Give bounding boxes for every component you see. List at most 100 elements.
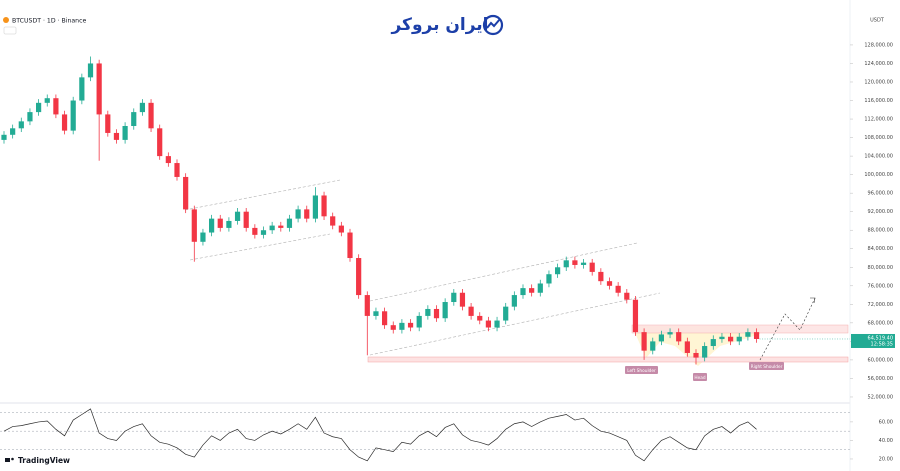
candle-body bbox=[693, 352, 699, 358]
neckline-zone bbox=[631, 324, 849, 334]
candle-body bbox=[373, 311, 379, 316]
candle-body bbox=[1, 134, 7, 140]
candle-body bbox=[356, 258, 362, 296]
candle-body bbox=[304, 209, 310, 219]
y-tick-label: 20.00 bbox=[879, 456, 893, 462]
candle-body bbox=[18, 121, 24, 129]
tradingview-logo: TradingView bbox=[5, 456, 70, 465]
channel-line bbox=[189, 233, 331, 261]
y-tick-label: 60,000.00 bbox=[868, 357, 893, 363]
candle-body bbox=[589, 262, 595, 272]
candle-body bbox=[165, 156, 171, 164]
candle-body bbox=[572, 260, 578, 265]
candle-body bbox=[459, 292, 466, 307]
candle-body bbox=[70, 100, 76, 131]
last-price-label: 64,519.40 bbox=[868, 335, 893, 341]
candle-body bbox=[312, 195, 318, 219]
candle-body bbox=[632, 299, 639, 333]
candle-body bbox=[295, 209, 301, 219]
header-button[interactable] bbox=[3, 26, 17, 35]
y-tick-label: 100,000.00 bbox=[864, 172, 893, 178]
candle-body bbox=[61, 114, 68, 131]
candle-body bbox=[477, 315, 483, 321]
channel-line bbox=[184, 179, 341, 211]
candle-body bbox=[728, 336, 734, 342]
candle-body bbox=[347, 232, 353, 259]
candle-body bbox=[494, 320, 500, 328]
candle-body bbox=[217, 218, 223, 228]
candle-body bbox=[676, 332, 682, 342]
y-tick-label: 104,000.00 bbox=[864, 154, 893, 160]
candle-body bbox=[529, 288, 535, 293]
annotation-box bbox=[693, 373, 707, 381]
candle-body bbox=[226, 220, 232, 228]
y-tick-label: 120,000.00 bbox=[864, 79, 893, 85]
candle-body bbox=[745, 332, 751, 337]
candle-body bbox=[174, 163, 180, 177]
candle-body bbox=[79, 77, 85, 101]
candle-body bbox=[606, 281, 613, 286]
candle-body bbox=[433, 308, 440, 319]
candle-body bbox=[624, 292, 630, 300]
candle-body bbox=[537, 283, 543, 293]
candle-body bbox=[736, 336, 742, 342]
candle-body bbox=[183, 176, 189, 210]
y-tick-label: 76,000.00 bbox=[868, 283, 893, 289]
candle-body bbox=[407, 322, 414, 328]
y-tick-label: 68,000.00 bbox=[868, 320, 893, 326]
candle-body bbox=[338, 225, 344, 233]
candle-body bbox=[702, 346, 708, 358]
candle-body bbox=[200, 232, 206, 242]
candle-body bbox=[10, 128, 16, 135]
candle-body bbox=[641, 332, 647, 351]
candle-body bbox=[53, 98, 59, 115]
candle-body bbox=[243, 211, 249, 228]
candle-body bbox=[131, 112, 137, 126]
candle-body bbox=[710, 339, 716, 347]
brand-text: ایران بروکر bbox=[390, 15, 488, 35]
candle-body bbox=[382, 311, 388, 326]
logo-mark bbox=[5, 458, 10, 462]
currency-label[interactable]: USDT bbox=[870, 18, 885, 24]
countdown-label: 12:58:35 bbox=[871, 341, 893, 347]
candle-body bbox=[191, 209, 197, 242]
y-tick-label: 116,000.00 bbox=[864, 98, 893, 104]
annotation-box bbox=[749, 362, 784, 370]
candle-body bbox=[416, 315, 422, 328]
candle-body bbox=[139, 102, 145, 113]
candle-body bbox=[286, 218, 293, 228]
candle-body bbox=[468, 306, 474, 316]
candle-body bbox=[684, 341, 690, 353]
candle-body bbox=[563, 260, 569, 268]
annotation-label: Left Shoulder bbox=[627, 368, 656, 374]
y-tick-label: 84,000.00 bbox=[868, 246, 893, 252]
candle-body bbox=[580, 262, 587, 265]
candle-body bbox=[278, 225, 284, 228]
candle-body bbox=[27, 112, 33, 122]
symbol-title[interactable]: BTCUSDT · 1D · Binance bbox=[12, 18, 86, 25]
brand-logo: ایران بروکر bbox=[390, 14, 504, 36]
candle-body bbox=[44, 98, 50, 103]
candle-body bbox=[209, 218, 215, 233]
candle-body bbox=[122, 125, 128, 140]
candle-body bbox=[157, 128, 163, 157]
y-tick-label: 96,000.00 bbox=[868, 191, 893, 197]
candle-body bbox=[364, 295, 370, 316]
candle-body bbox=[485, 320, 491, 328]
logo-mark bbox=[11, 457, 14, 461]
projection-arrow bbox=[810, 297, 816, 304]
candle-body bbox=[399, 322, 405, 330]
y-tick-label: 108,000.00 bbox=[864, 135, 893, 141]
candle-body bbox=[546, 274, 552, 284]
candle-body bbox=[442, 302, 448, 319]
logo-arrow bbox=[486, 18, 501, 29]
y-tick-label: 52,000.00 bbox=[868, 394, 893, 400]
candle-body bbox=[520, 288, 526, 296]
y-tick-label: 124,000.00 bbox=[864, 61, 893, 67]
y-tick-label: 112,000.00 bbox=[864, 117, 893, 123]
candle-body bbox=[511, 295, 517, 307]
y-tick-label: 128,000.00 bbox=[864, 42, 893, 48]
candle-body bbox=[390, 325, 396, 330]
y-tick-label: 80,000.00 bbox=[868, 265, 893, 271]
candle-body bbox=[36, 102, 42, 113]
